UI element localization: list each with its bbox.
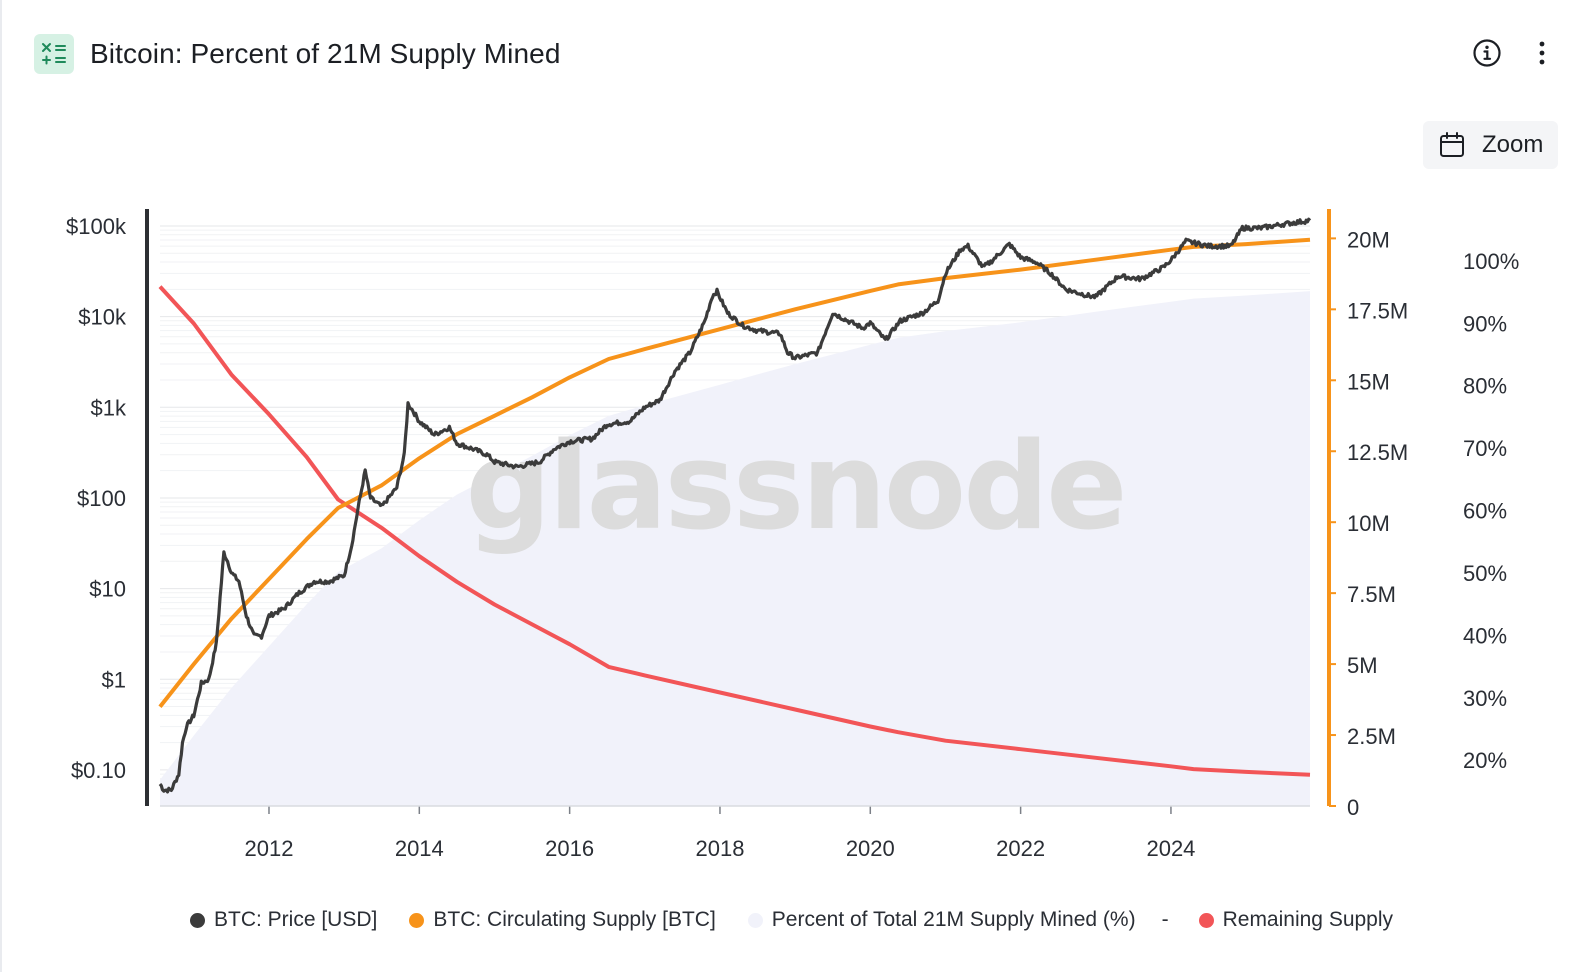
info-icon [1473,39,1501,67]
panel-left-border [0,0,2,972]
percent-tick-label: 70% [1463,436,1507,461]
legend-dot-percent [747,912,763,928]
price-tick-label: $100k [66,214,127,239]
percent-tick-label: 20% [1463,748,1507,773]
legend-dot-price [190,912,205,928]
supply-axis-ticks: 0 2.5M 5M 7.5M 10M 12.5M 15M 17.5M 20M [1329,227,1408,820]
supply-tick-label: 12.5M [1347,440,1408,465]
supply-tick-label: 20M [1347,227,1390,252]
percent-tick-label: 100% [1463,249,1519,274]
legend-dot-supply [409,912,425,928]
calendar-icon [1440,132,1464,157]
time-tick-label: 2022 [996,836,1045,861]
time-axis-ticks: 2012 2014 2016 2018 2020 2022 2024 [160,805,1310,861]
percent-tick-label: 50% [1463,561,1507,586]
legend-dot-remaining [1198,912,1214,928]
percent-tick-label: 40% [1463,623,1507,648]
calculator-icon [34,34,74,74]
price-tick-label: $10 [89,577,126,602]
legend-item-percent[interactable]: Percent of Total 21M Supply Mined (%) [747,908,1136,932]
legend-label-percent: Percent of Total 21M Supply Mined (%) [771,908,1136,931]
supply-tick-label: 7.5M [1347,582,1396,607]
time-tick-label: 2014 [395,836,444,861]
legend-label-supply: BTC: Circulating Supply [BTC] [433,908,716,931]
circulating-supply-line [158,237,1311,708]
legend-label-remaining: Remaining Supply [1222,908,1394,931]
supply-tick-label: 0 [1347,795,1359,820]
chart-header: Bitcoin: Percent of 21M Supply Mined [34,33,561,75]
price-tick-label: $10k [78,305,127,330]
supply-tick-label: 15M [1347,369,1390,394]
watermark: glassnode [465,418,1124,557]
supply-tick-label: 17.5M [1347,298,1408,323]
time-tick-label: 2018 [695,836,744,861]
legend-item-remaining[interactable]: Remaining Supply [1198,908,1394,932]
more-options-button[interactable] [1532,37,1552,69]
more-vertical-icon [1539,41,1545,65]
time-tick-label: 2016 [545,836,594,861]
supply-tick-label: 5M [1347,653,1378,678]
zoom-label: Zoom [1482,131,1544,158]
percent-tick-label: 80% [1463,374,1507,399]
legend: BTC: Price [USD] BTC: Circulating Supply… [190,905,1425,935]
legend-separator: - [1161,908,1169,931]
percent-tick-label: 60% [1463,499,1507,524]
percent-tick-label: 30% [1463,686,1507,711]
supply-tick-label: 10M [1347,511,1390,536]
percent-axis-ticks: 20% 30% 40% 50% 60% 70% 80% 90% 100% [1463,249,1519,773]
time-tick-label: 2024 [1146,836,1195,861]
price-tick-label: $1k [91,395,127,420]
remaining-supply-line [158,285,1311,777]
btc-price-line [158,217,1312,794]
price-tick-label: $0.10 [71,758,126,783]
price-tick-label: $100 [77,486,126,511]
legend-label-price: BTC: Price [USD] [214,908,378,931]
percent-tick-label: 90% [1463,311,1507,336]
price-axis-ticks: $0.10 $1 $10 $100 $1k $10k $100k [66,214,127,783]
legend-item-price[interactable]: BTC: Price [USD] [190,908,377,932]
zoom-button[interactable]: Zoom [1423,121,1558,169]
legend-item-supply[interactable]: BTC: Circulating Supply [BTC] [409,908,716,932]
page-title: Bitcoin: Percent of 21M Supply Mined [90,38,561,69]
supply-tick-label: 2.5M [1347,724,1396,749]
percent-mined-area [160,291,1310,807]
time-tick-label: 2020 [846,836,895,861]
info-button[interactable] [1471,37,1503,69]
time-tick-label: 2012 [245,836,294,861]
price-tick-label: $1 [102,667,126,692]
